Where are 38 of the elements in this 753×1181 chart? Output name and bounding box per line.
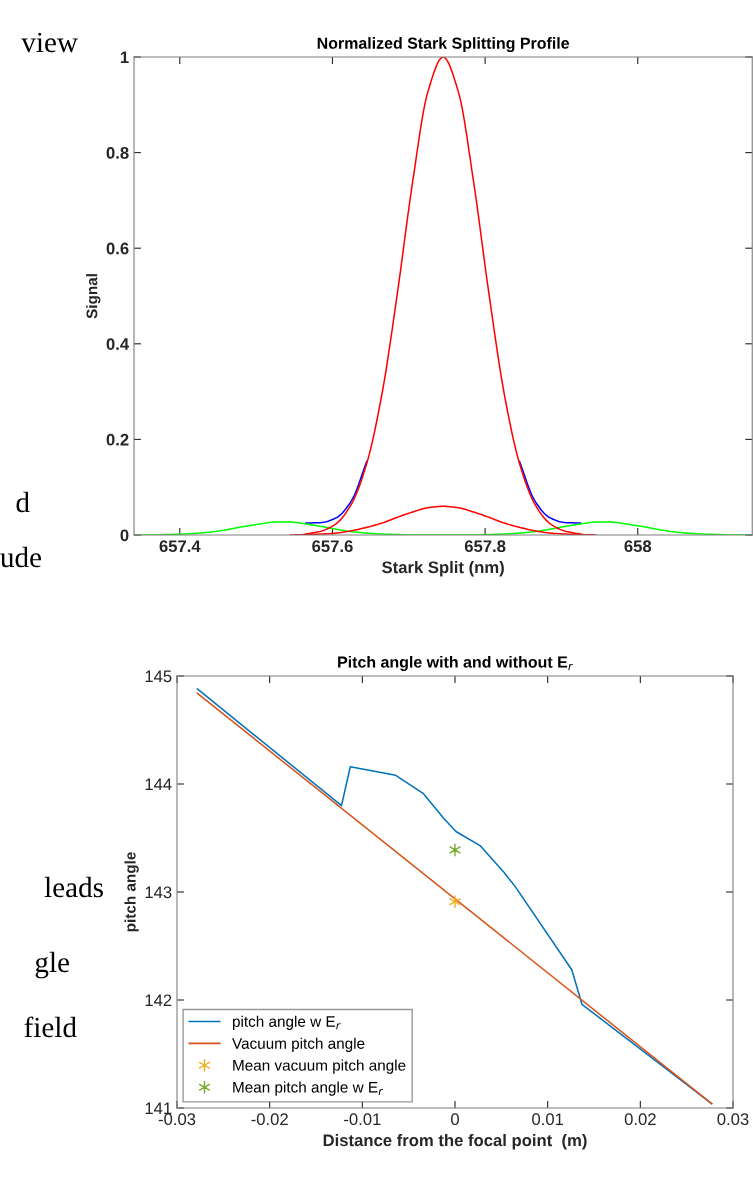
text: gle (35, 951, 69, 979)
y-tick-label: 0 (120, 529, 129, 542)
x-axis-title: Stark Split (nm) (382, 560, 504, 577)
x-tick-label: 0.02 (624, 1113, 656, 1126)
y-tick-label: 0.2 (106, 433, 129, 446)
x-tick-label: -0.02 (251, 1113, 288, 1126)
x-tick-label: 0.03 (717, 1113, 749, 1126)
text: ude (0, 546, 41, 568)
x-tick-label: -0.03 (158, 1113, 196, 1126)
legend-label: Vacuum pitch angle (232, 1037, 365, 1052)
legend-label: Mean pitch angle w E$_{r}$ (233, 1081, 384, 1096)
x-tick-label: 658 (624, 540, 652, 553)
chart-title: Pitch angle with and without E$_{r}$ (338, 656, 574, 671)
chart-title: Normalized Stark Splitting Profile (317, 37, 570, 53)
text: field (24, 1016, 77, 1038)
x-tick-label: -0.01 (344, 1113, 381, 1126)
x-tick-label: 657.8 (464, 540, 506, 553)
legend-label: Mean vacuum pitch angle (233, 1059, 406, 1074)
y-tick-label: 142 (145, 994, 172, 1007)
x-tick-label: 657.4 (159, 540, 201, 553)
x-axis-title: Distance from the focal point (m) (323, 1133, 587, 1150)
y-tick-label: 0.4 (106, 338, 130, 350)
text: d (16, 491, 30, 513)
x-tick-label: 657.6 (312, 540, 353, 553)
legend-label: pitch angle w E$_{r}$ (232, 1015, 341, 1030)
y-tick-label: 0.6 (106, 242, 129, 255)
y-tick-label: 141 (145, 1102, 172, 1115)
y-tick-label: 0.8 (106, 147, 129, 159)
x-tick-label: 0.01 (532, 1113, 564, 1126)
text: leads (44, 876, 103, 898)
y-axis-title: pitch angle (124, 852, 139, 932)
text: view (21, 32, 78, 53)
x-tick-label: 0 (451, 1113, 459, 1126)
y-tick-label: 1 (120, 51, 129, 64)
y-tick-label: 143 (145, 886, 172, 899)
y-tick-label: 144 (145, 778, 172, 791)
y-axis-title: Signal (86, 274, 101, 319)
y-tick-label: 145 (145, 670, 172, 683)
